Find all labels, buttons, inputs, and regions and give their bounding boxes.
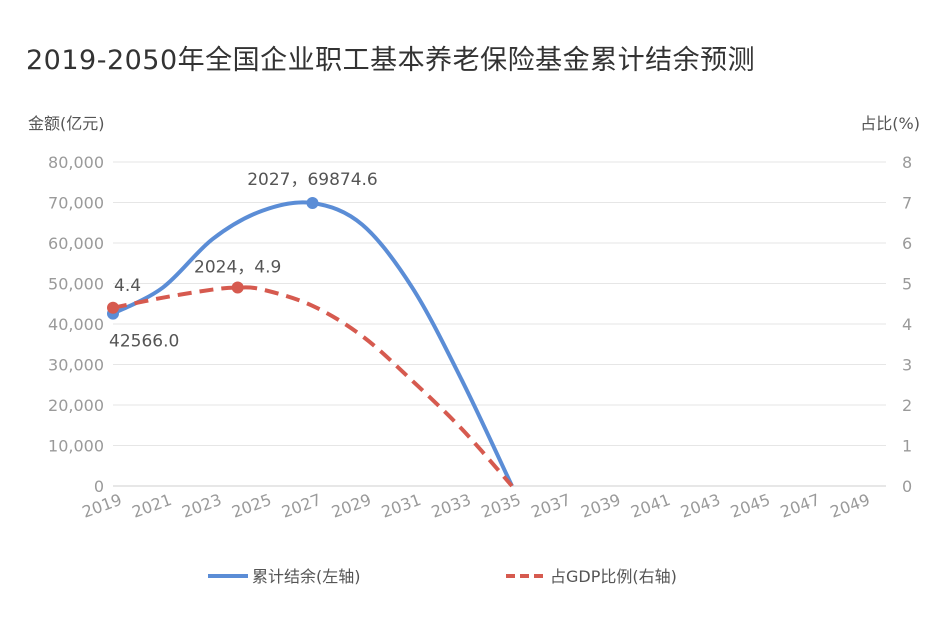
data-point-marker xyxy=(107,301,119,314)
right-y-tick-label: 6 xyxy=(902,234,912,253)
x-tick-label: 2033 xyxy=(429,490,474,522)
right-y-tick-label: 0 xyxy=(902,477,912,496)
x-tick-label: 2021 xyxy=(129,490,174,522)
left-y-tick-label: 20,000 xyxy=(48,396,104,415)
data-point-marker xyxy=(231,281,244,294)
x-tick-label: 2049 xyxy=(828,490,873,522)
right-y-tick-label: 8 xyxy=(902,153,912,172)
x-tick-label: 2029 xyxy=(329,490,374,522)
right-y-tick-label: 4 xyxy=(902,315,912,334)
right-y-tick-label: 3 xyxy=(902,356,912,375)
chart-title: 2019-2050年全国企业职工基本养老保险基金累计结余预测 xyxy=(26,45,756,76)
legend: 累计结余(左轴) 占GDP比例(右轴) xyxy=(208,567,677,586)
x-tick-label: 2023 xyxy=(179,490,224,522)
x-tick-label: 2041 xyxy=(628,490,673,522)
left-y-tick-label: 30,000 xyxy=(48,356,104,375)
right-y-tick-label: 1 xyxy=(902,437,912,456)
x-tick-label: 2031 xyxy=(379,490,424,522)
data-point-marker xyxy=(306,197,319,210)
gdp-ratio-line xyxy=(112,285,514,488)
x-tick-label: 2043 xyxy=(678,490,723,522)
right-y-tick-label: 2 xyxy=(902,396,912,415)
data-label: 2027，69874.6 xyxy=(247,170,378,190)
right-y-ticks: 8 7 6 5 4 3 2 1 0 xyxy=(902,153,912,496)
data-label: 2024，4.9 xyxy=(194,258,281,278)
left-y-tick-label: 0 xyxy=(94,477,104,496)
left-axis-label: 金额(亿元) xyxy=(28,114,105,133)
right-axis-label: 占比(%) xyxy=(860,114,920,133)
left-y-tick-label: 50,000 xyxy=(48,275,104,294)
x-tick-label: 2019 xyxy=(80,490,125,522)
right-y-tick-label: 7 xyxy=(902,194,912,213)
right-y-tick-label: 5 xyxy=(902,275,912,294)
data-label: 42566.0 xyxy=(109,332,179,352)
balance-line xyxy=(112,200,514,487)
left-y-tick-label: 60,000 xyxy=(48,234,104,253)
x-tick-label: 2027 xyxy=(279,490,324,522)
legend-label: 占GDP比例(右轴) xyxy=(550,567,677,586)
x-ticks: 2019 2021 2023 2025 2027 2029 2031 2033 2035 2037… xyxy=(80,490,873,522)
left-y-tick-label: 80,000 xyxy=(48,153,104,172)
x-tick-label: 2039 xyxy=(578,490,623,522)
x-tick-label: 2025 xyxy=(229,490,274,522)
x-tick-label: 2045 xyxy=(728,490,773,522)
series-group xyxy=(107,197,514,488)
data-label: 4.4 xyxy=(114,276,141,296)
left-y-tick-label: 40,000 xyxy=(48,315,104,334)
left-y-ticks: 80,000 70,000 60,000 50,000 40,000 30,000 20,0… xyxy=(48,153,104,496)
legend-label: 累计结余(左轴) xyxy=(252,567,361,586)
left-y-tick-label: 10,000 xyxy=(48,437,104,456)
grid-lines xyxy=(113,161,886,487)
x-tick-label: 2047 xyxy=(778,490,823,522)
left-y-tick-label: 70,000 xyxy=(48,194,104,213)
x-tick-label: 2037 xyxy=(528,490,573,522)
data-labels: 42566.0 2027，69874.6 4.4 2024，4.9 xyxy=(109,170,378,352)
x-tick-label: 2035 xyxy=(479,490,524,522)
